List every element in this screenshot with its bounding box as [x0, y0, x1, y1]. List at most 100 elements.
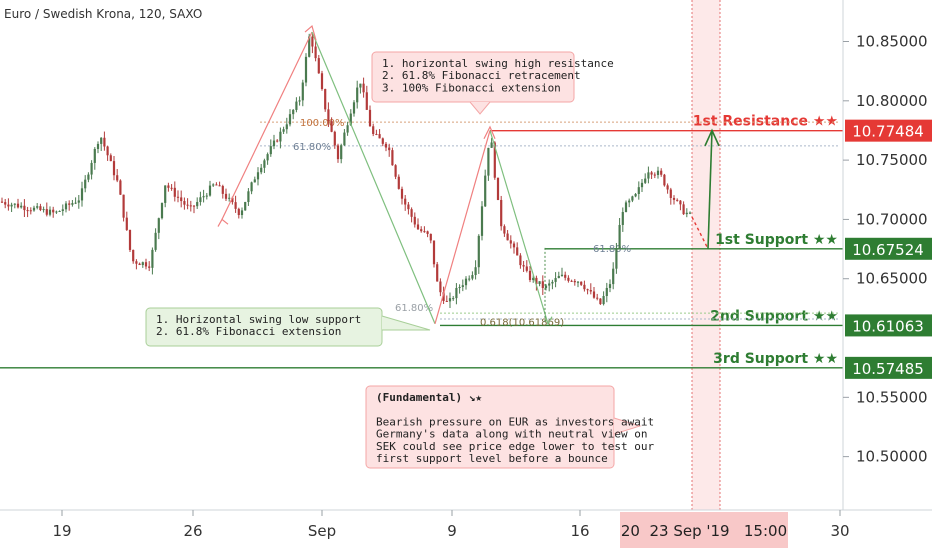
- candle-body: [298, 100, 301, 102]
- candle-body: [160, 202, 164, 219]
- candle-body: [96, 143, 100, 149]
- candle-body: [116, 175, 119, 181]
- candle-body: [144, 262, 148, 267]
- candle-body: [666, 185, 669, 190]
- candle-body: [253, 179, 256, 183]
- candle-body: [141, 262, 144, 266]
- candle-body: [548, 283, 551, 286]
- candle-body: [631, 196, 634, 201]
- level-price-badge: [845, 356, 932, 379]
- candle-body: [672, 197, 676, 200]
- fib-leg-up-2: [434, 130, 491, 324]
- arrow-head: [483, 125, 496, 140]
- candle-body: [525, 266, 528, 271]
- candle-body: [685, 212, 688, 215]
- candle-body: [544, 285, 548, 288]
- candle-body: [458, 287, 461, 289]
- candle-body: [634, 193, 637, 197]
- candle-body: [106, 146, 109, 156]
- candle-body: [410, 209, 413, 217]
- candle-body: [125, 217, 128, 230]
- candle-body: [516, 247, 519, 256]
- level-price: 10.67524: [852, 241, 924, 259]
- candle-body: [71, 203, 74, 205]
- candle-body: [375, 133, 378, 135]
- candle-body: [128, 229, 132, 250]
- candle-body: [480, 206, 484, 236]
- candle-body: [170, 187, 173, 189]
- candle-body: [164, 185, 167, 203]
- arrow-head: [217, 218, 229, 227]
- fib-label: 0.618(10.61869): [480, 317, 564, 328]
- candle-body: [570, 280, 573, 282]
- candle-body: [301, 82, 304, 101]
- candle-body: [52, 209, 55, 213]
- candle-body: [100, 137, 103, 144]
- candle-body: [29, 210, 32, 212]
- annotation-line: (Fundamental) ↘★: [376, 391, 482, 404]
- candle-body: [420, 229, 423, 232]
- candle-body: [503, 226, 506, 234]
- candle-body: [602, 296, 605, 305]
- candle-body: [519, 255, 522, 266]
- fib-label: 61.80%: [395, 303, 433, 314]
- candle-body: [439, 281, 442, 293]
- arrow-head: [544, 316, 553, 326]
- candle-body: [583, 284, 586, 290]
- candle-body: [4, 202, 7, 205]
- candle-body: [77, 200, 80, 203]
- candle-body: [468, 278, 471, 280]
- candle-body: [208, 185, 212, 196]
- candle-body: [560, 274, 564, 276]
- y-tick-label: 10.70000: [856, 210, 928, 228]
- candle-body: [330, 121, 333, 132]
- candle-body: [605, 287, 608, 297]
- candle-body: [368, 109, 372, 127]
- candle-body: [528, 270, 532, 281]
- candle-body: [240, 210, 244, 216]
- fib-leg-down: [311, 31, 436, 325]
- candle-body: [285, 124, 288, 130]
- candle-body: [39, 206, 42, 211]
- candle-body: [343, 132, 346, 146]
- y-tick-label: 10.65000: [856, 270, 928, 288]
- candle-body: [80, 188, 84, 201]
- candle-body: [215, 184, 218, 186]
- candle-body: [512, 243, 516, 248]
- candle-body: [199, 197, 202, 203]
- x-tick-label: 9: [447, 522, 457, 540]
- candle-body: [580, 281, 583, 285]
- candle-body: [112, 161, 116, 176]
- candle-body: [592, 291, 596, 298]
- candle-body: [384, 143, 388, 148]
- candle-body: [650, 172, 653, 175]
- arrow-head: [304, 24, 317, 41]
- candle-body: [365, 92, 368, 110]
- candle-body: [244, 202, 247, 211]
- candle-body: [61, 209, 64, 212]
- candle-body: [487, 147, 490, 176]
- candle-body: [58, 211, 61, 213]
- crosshair-date-badge: [620, 512, 788, 548]
- level-price: 10.57485: [852, 360, 924, 378]
- candle-body: [490, 142, 493, 148]
- candle-body: [448, 298, 452, 302]
- candle-body: [535, 277, 538, 284]
- candle-body: [55, 211, 58, 213]
- candle-body: [48, 209, 52, 215]
- candle-body: [93, 148, 96, 163]
- candle-body: [212, 184, 215, 186]
- candle-body: [532, 277, 535, 281]
- candle-body: [173, 187, 176, 197]
- candle-body: [333, 131, 336, 146]
- annotation-line: 2. 61.8% Fibonacci extension: [156, 325, 341, 338]
- candle-body: [42, 209, 45, 211]
- candle-body: [84, 179, 87, 189]
- candle-body: [292, 109, 295, 115]
- candle-body: [407, 204, 410, 210]
- candle-body: [327, 109, 330, 122]
- y-tick-label: 10.55000: [856, 388, 928, 406]
- candle-body: [688, 212, 692, 214]
- candle-body: [506, 233, 509, 241]
